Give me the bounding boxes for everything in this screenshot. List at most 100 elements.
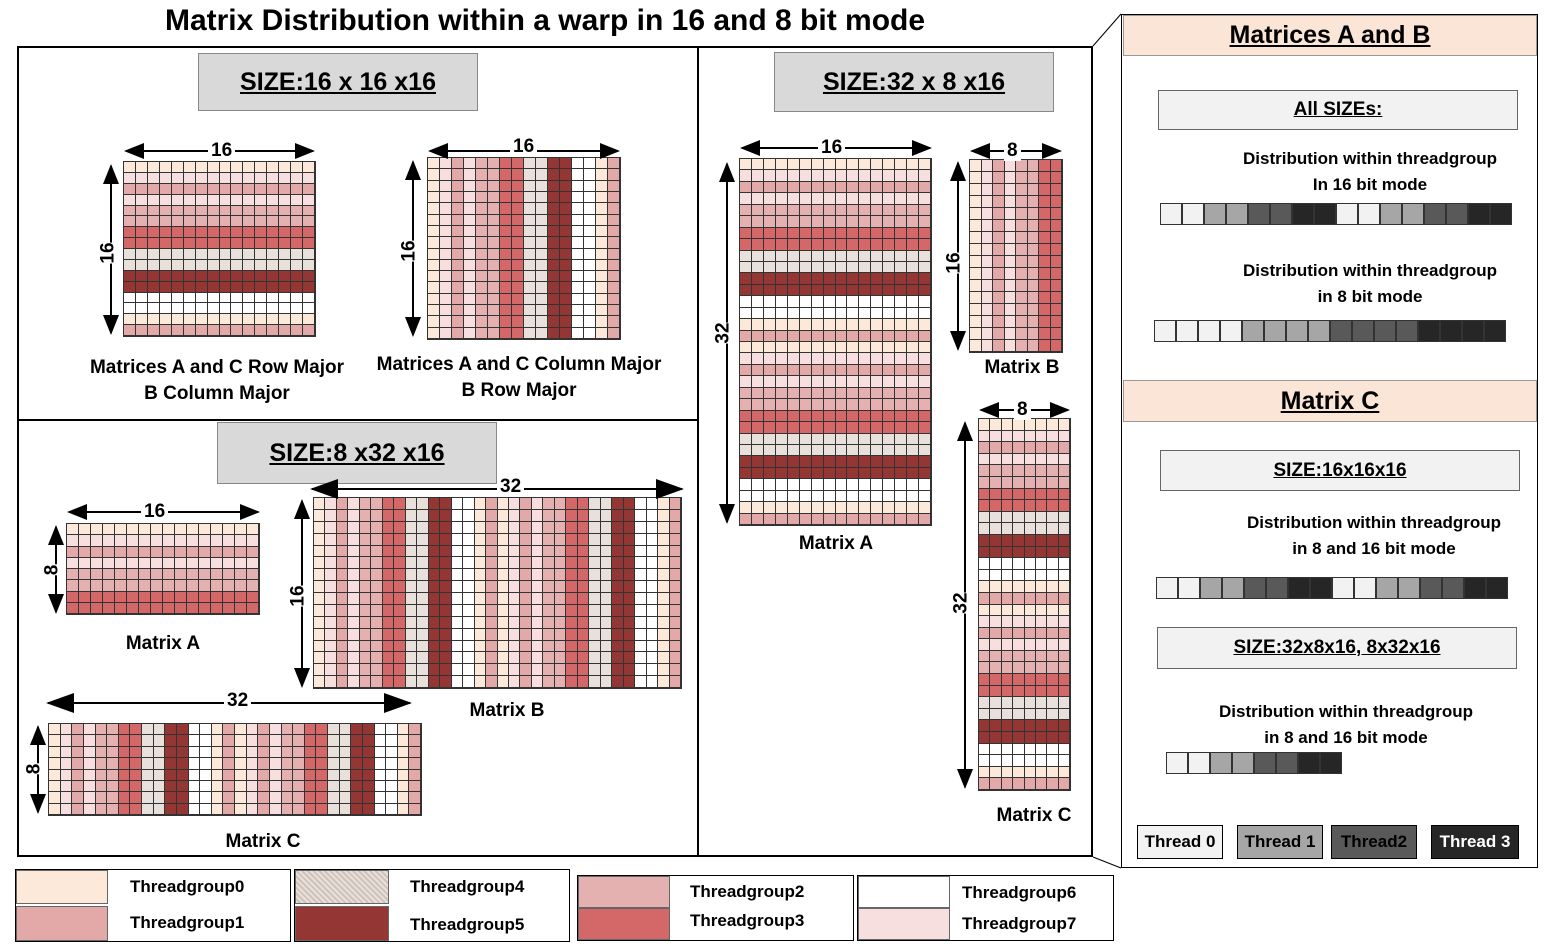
matrix-cell (440, 237, 452, 249)
matrix-16x16-column-major (427, 157, 621, 340)
matrix-cell (608, 316, 620, 328)
matrix-cell (440, 521, 452, 534)
matrix-cell (486, 616, 498, 629)
matrix-cell (907, 502, 920, 514)
matrix-cell (118, 803, 131, 815)
matrix-cell (871, 364, 884, 377)
matrix-cell (464, 271, 476, 283)
matrix-cell (325, 569, 337, 582)
matrix-cell (919, 410, 931, 423)
matrix-cell (405, 521, 418, 534)
matrix-cell (859, 433, 872, 445)
matrix-cell (243, 281, 256, 293)
matrix-cell (428, 180, 440, 192)
matrix-cell (548, 214, 560, 226)
matrix-cell (751, 239, 764, 251)
matrix-cell (596, 237, 608, 249)
matrix-cell (970, 328, 982, 340)
matrix-cell (608, 158, 620, 170)
matrix-cell (183, 162, 196, 173)
matrix-cell (531, 652, 544, 665)
matrix-cell (153, 758, 166, 770)
matrix-cell (130, 803, 142, 815)
matrix-cell (635, 545, 647, 558)
matrix-cell (907, 193, 920, 205)
matrix-cell (1058, 720, 1070, 733)
matrix-cell (811, 216, 824, 228)
matrix-cell (293, 769, 305, 781)
matrix-cell (159, 227, 172, 239)
matrix-cell (500, 271, 512, 283)
matrix-cell (255, 325, 268, 336)
matrix-cell (91, 602, 103, 614)
matrix-cell (1047, 592, 1059, 605)
matrix-cell (1013, 697, 1025, 709)
matrix-cell (859, 284, 872, 297)
matrix-cell (103, 591, 115, 603)
matrix-cell (919, 444, 931, 457)
matrix-cell (246, 758, 259, 770)
matrix-cell (584, 293, 596, 306)
matrix-cell (1004, 160, 1016, 172)
matrix-cell (847, 227, 860, 240)
matrix-cell (199, 569, 211, 581)
matrix-cell (235, 602, 247, 614)
matrix-cell (787, 387, 800, 400)
matrix-cell (1001, 604, 1014, 617)
matrix-cell (823, 376, 836, 388)
matrix-cell (440, 316, 452, 328)
matrix-cell (554, 628, 567, 641)
matrix-cell (970, 220, 982, 232)
matrix-cell (1027, 292, 1039, 304)
matrix-cell (600, 593, 613, 605)
matrix-cell (171, 292, 184, 304)
matrix-cell (1004, 232, 1016, 244)
matrix-cell (291, 249, 304, 260)
matrix-cell (397, 758, 410, 770)
matrix-cell (572, 169, 584, 181)
matrix-cell (847, 159, 860, 171)
matrix-cell (823, 422, 836, 434)
matrix-cell (993, 268, 1005, 280)
matrix-cell (919, 159, 931, 171)
matrix-cell (474, 664, 487, 677)
matrix-cell (103, 569, 115, 581)
matrix-cell (775, 467, 788, 480)
matrix-cell (374, 724, 387, 736)
matrix-cell (1047, 732, 1059, 744)
matrix-cell (847, 170, 860, 182)
matrix-cell (543, 664, 555, 677)
matrix-cell (584, 259, 596, 272)
matrix-cell (219, 270, 232, 282)
matrix-cell (235, 557, 247, 569)
matrix-cell (566, 616, 578, 629)
matrix-cell (775, 261, 788, 274)
matrix-cell (1024, 523, 1036, 535)
matrix-cell (255, 205, 268, 217)
matrix-cell (440, 203, 452, 215)
matrix-cell (907, 216, 920, 228)
matrix-cell (1047, 558, 1059, 570)
matrix-cell (314, 616, 326, 629)
matrix-cell (1013, 546, 1025, 559)
legend-swatch-tg0 (16, 870, 108, 904)
matrix-cell (979, 662, 991, 675)
matrix-cell (374, 769, 387, 781)
matrix-cell (543, 498, 555, 510)
matrix-cell (67, 602, 79, 614)
matrix-cell (279, 183, 292, 195)
matrix-cell (223, 746, 235, 759)
matrix-cell (1004, 280, 1016, 292)
matrix-cell (799, 467, 812, 480)
matrix-cell (211, 746, 224, 759)
matrix-cell (740, 204, 752, 217)
matrix-cell (596, 180, 608, 192)
matrix-cell (1050, 340, 1062, 352)
matrix-cell (787, 216, 800, 228)
matrix-cell (1024, 500, 1036, 512)
matrix-cell (835, 330, 848, 342)
matrix-cell (303, 281, 315, 293)
matrix-cell (304, 758, 317, 770)
matrix-cell (147, 183, 160, 195)
matrix-cell (142, 803, 154, 815)
